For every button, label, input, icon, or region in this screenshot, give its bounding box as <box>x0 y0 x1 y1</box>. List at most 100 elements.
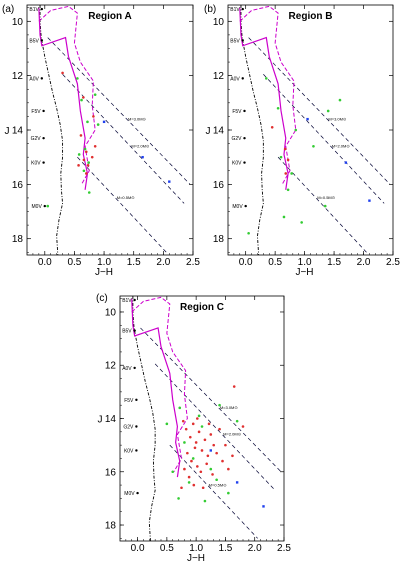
x-tick-label: 1.5 <box>218 543 232 554</box>
spectral-type-marker <box>43 204 46 208</box>
reddening-label: M=3.0M⊙ <box>220 405 238 410</box>
panel-region-a: M=3.0M⊙ M=2.0M⊙ M=0.5M⊙ B1V B5V A0V F5V G2V K0V M… <box>2 4 200 278</box>
red-point <box>77 164 80 167</box>
green-point <box>218 403 221 407</box>
x-tick-label: 0.0 <box>38 257 52 268</box>
spectral-type-label: M0V <box>32 204 43 210</box>
y-axis-label: J <box>206 126 211 137</box>
red-point <box>191 422 195 426</box>
blue-point <box>344 161 348 164</box>
green-point <box>82 169 86 173</box>
spectral-type-label: K0V <box>124 448 134 454</box>
red-point <box>218 427 221 431</box>
red-point <box>232 385 236 388</box>
green-point <box>96 123 100 126</box>
y-tick-label: 16 <box>213 180 225 191</box>
red-point <box>211 473 214 476</box>
isochrone-dashed <box>239 5 297 185</box>
spectral-type-marker <box>136 491 139 495</box>
plot-area: M=3.0M⊙ M=2.0M⊙ M=0.5M⊙ B1V B5V A0V F5V G2V K0V M… <box>29 5 191 255</box>
spectral-type-marker <box>42 109 45 113</box>
red-point <box>206 454 210 458</box>
spectral-type-marker <box>243 161 246 164</box>
red-point <box>231 454 234 458</box>
reddening-vector <box>277 156 367 253</box>
red-point <box>180 486 183 490</box>
isochrone-solid <box>38 7 89 190</box>
y-tick-label: 16 <box>12 180 24 191</box>
y-tick-label: 10 <box>213 17 225 28</box>
x-tick-label: 0.5 <box>268 257 282 268</box>
reddening-vector <box>248 37 391 185</box>
red-point <box>183 467 186 471</box>
x-axis-label: J−H <box>187 553 205 564</box>
red-point <box>207 422 211 426</box>
blue-point <box>102 120 106 124</box>
x-tick-label: 1.0 <box>97 257 111 268</box>
red-point <box>192 483 196 487</box>
spectral-type-marker <box>133 298 136 302</box>
y-tick-label: 14 <box>12 126 24 137</box>
green-point <box>323 204 327 208</box>
green-point <box>86 120 89 124</box>
red-point <box>82 96 85 99</box>
reddening-vector <box>62 74 185 204</box>
spectral-type-label: G2V <box>123 424 134 430</box>
red-point <box>284 172 288 175</box>
green-point <box>247 231 250 235</box>
panel-letter: (a) <box>2 4 14 15</box>
y-tick-label: 18 <box>105 521 117 532</box>
red-point <box>190 459 193 463</box>
panel-letter: (c) <box>96 293 108 304</box>
reddening-vector <box>140 327 282 473</box>
x-tick-label: 1.5 <box>327 257 341 268</box>
spectral-type-marker <box>243 136 246 140</box>
reddening-vector <box>263 74 385 204</box>
red-point <box>61 71 64 75</box>
y-tick-label: 14 <box>105 414 117 425</box>
y-tick-label: 10 <box>105 307 117 318</box>
green-point <box>326 109 330 113</box>
green-point <box>235 419 239 423</box>
x-tick-label: 2.0 <box>248 543 262 554</box>
main-sequence-locus <box>240 5 264 255</box>
green-point <box>80 98 83 102</box>
spectral-type-marker <box>241 39 244 42</box>
plot-area: M=3.0M⊙ M=2.0M⊙ M=0.5M⊙ B1V B5V A0V F5V G2V K0V M… <box>122 296 282 541</box>
red-point <box>186 451 189 455</box>
spectral-type-label: A0V <box>122 366 132 372</box>
green-point <box>286 188 290 192</box>
spectral-type-label: K0V <box>232 161 242 167</box>
isochrone-solid <box>239 7 289 190</box>
y-tick-label: 18 <box>12 234 24 245</box>
x-tick-label: 0.0 <box>239 257 253 268</box>
red-point <box>196 417 199 420</box>
red-point <box>203 438 207 442</box>
green-point <box>77 153 81 156</box>
x-tick-label: 1.5 <box>127 257 141 268</box>
red-point <box>205 462 208 466</box>
red-point <box>93 145 97 148</box>
x-tick-label: 2.5 <box>186 257 200 268</box>
green-point <box>183 441 186 444</box>
spectral-type-label: K0V <box>31 161 41 167</box>
spectral-type-label: B5V <box>122 329 132 335</box>
green-point <box>46 204 50 208</box>
spectral-type-marker <box>40 77 44 80</box>
blue-point <box>209 449 212 452</box>
red-point <box>193 446 197 450</box>
y-tick-label: 12 <box>12 71 24 82</box>
y-tick-label: 14 <box>213 126 225 137</box>
red-point <box>194 441 198 444</box>
x-tick-label: 1.0 <box>189 543 203 554</box>
main-sequence-locus <box>39 5 64 255</box>
spectral-type-label: A0V <box>29 76 39 82</box>
blue-point <box>168 180 171 183</box>
reddening-label: M=2.0M⊙ <box>131 143 149 148</box>
y-axis-label: J <box>5 126 10 137</box>
reddening-vector <box>47 37 191 185</box>
green-point <box>76 77 79 80</box>
red-point <box>283 147 287 151</box>
reddening-label: M=2.0M⊙ <box>332 143 350 148</box>
